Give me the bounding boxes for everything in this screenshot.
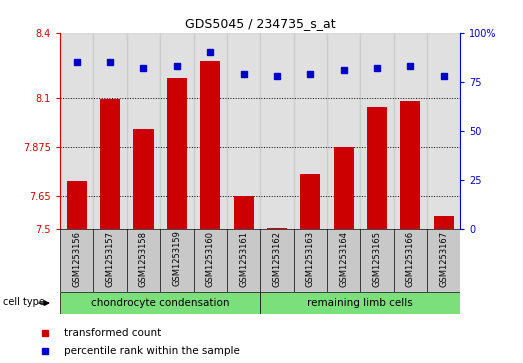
Text: GSM1253160: GSM1253160 [206,231,214,287]
Bar [260,33,293,229]
Bar [67,181,87,229]
Text: remaining limb cells: remaining limb cells [308,298,413,308]
Text: GSM1253158: GSM1253158 [139,231,148,287]
Bar [434,216,453,229]
Bar [200,61,220,229]
Text: percentile rank within the sample: percentile rank within the sample [64,346,240,356]
Bar [327,33,360,229]
Title: GDS5045 / 234735_s_at: GDS5045 / 234735_s_at [185,17,336,30]
Bar [367,107,387,229]
Bar [233,196,254,229]
Bar [394,33,427,229]
Bar [360,33,393,229]
Text: GSM1253163: GSM1253163 [306,231,315,287]
Text: cell type: cell type [3,297,45,307]
Bar [133,129,154,229]
Text: GSM1253165: GSM1253165 [372,231,381,287]
Text: GSM1253157: GSM1253157 [106,231,115,287]
Text: transformed count: transformed count [64,328,161,338]
Bar [94,33,127,229]
Text: GSM1253161: GSM1253161 [239,231,248,287]
Text: GSM1253162: GSM1253162 [272,231,281,287]
Bar [227,33,260,229]
Bar [300,174,320,229]
Bar [60,292,260,314]
Text: GSM1253159: GSM1253159 [173,231,181,286]
Text: GSM1253164: GSM1253164 [339,231,348,287]
Text: GSM1253156: GSM1253156 [72,231,81,287]
Bar [400,101,420,229]
Bar [60,33,94,229]
Bar [293,33,327,229]
Bar [167,78,187,229]
Text: GSM1253166: GSM1253166 [406,231,415,287]
Bar [427,33,460,229]
Bar [100,99,120,229]
Bar [127,33,160,229]
Bar [160,33,194,229]
Text: GSM1253167: GSM1253167 [439,231,448,287]
Text: chondrocyte condensation: chondrocyte condensation [91,298,230,308]
Bar [260,292,460,314]
Bar [334,147,354,229]
Bar [194,33,227,229]
Bar [267,228,287,229]
